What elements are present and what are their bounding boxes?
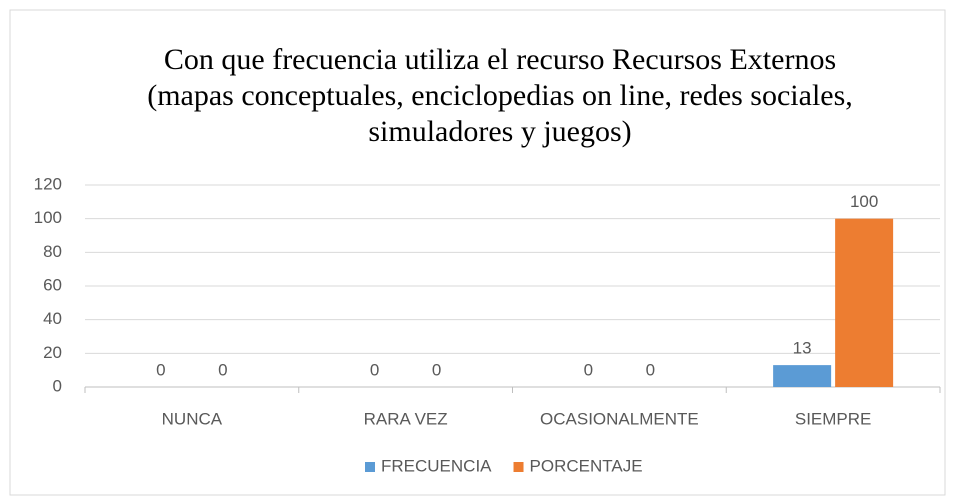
data-label: 0 — [156, 360, 165, 379]
bar — [773, 365, 832, 387]
x-tick-label: OCASIONALMENTE — [540, 409, 699, 428]
x-tick-label: NUNCA — [162, 409, 223, 428]
y-tick-label: 60 — [43, 275, 62, 294]
data-label: 0 — [646, 360, 655, 379]
data-label: 100 — [850, 192, 878, 211]
data-label: 0 — [218, 360, 227, 379]
y-tick-label: 80 — [43, 242, 62, 261]
y-tick-label: 0 — [53, 376, 62, 395]
data-label: 0 — [584, 360, 593, 379]
y-tick-label: 40 — [43, 309, 62, 328]
y-tick-label: 120 — [34, 174, 62, 193]
bar — [835, 218, 894, 387]
legend-label: FRECUENCIA — [381, 456, 492, 475]
y-tick-label: 100 — [34, 208, 62, 227]
legend-label: PORCENTAJE — [530, 456, 643, 475]
chart-title: Con que frecuencia utiliza el recurso Re… — [147, 43, 853, 148]
legend-swatch — [365, 462, 375, 472]
data-label: 13 — [793, 339, 812, 358]
x-tick-label: RARA VEZ — [364, 409, 448, 428]
data-label: 0 — [370, 360, 379, 379]
y-tick-label: 20 — [43, 343, 62, 362]
legend-swatch — [513, 462, 524, 472]
data-label: 0 — [432, 360, 441, 379]
x-tick-label: SIEMPRE — [795, 409, 872, 428]
